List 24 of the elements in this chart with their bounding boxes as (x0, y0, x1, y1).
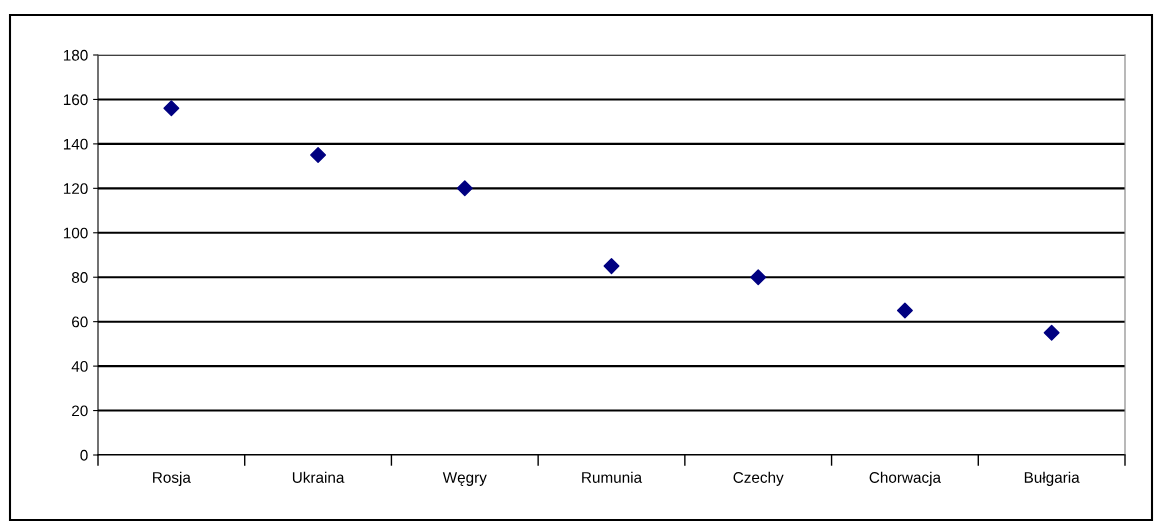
y-tick-label: 120 (63, 183, 88, 195)
point (603, 258, 620, 275)
point (1043, 324, 1060, 341)
y-tick-label: 20 (72, 405, 88, 417)
x-tick-label: Rosja (153, 471, 191, 486)
point (163, 100, 180, 117)
y-tick-label: 160 (63, 94, 88, 106)
y-tick-label: 80 (71, 272, 88, 283)
x-tick-label: Ukraina (292, 471, 345, 483)
x-tick-label: Węgry (442, 472, 487, 486)
x-tick-label: Bułgaria (1024, 471, 1080, 486)
x-tick-label: Rumunia (582, 471, 643, 483)
x-tick-label: Chorwacja (869, 471, 942, 486)
y-tick-label: 100 (63, 227, 88, 239)
y-tick-label: 140 (63, 138, 88, 150)
point (310, 147, 327, 163)
y-tick-label: 40 (71, 360, 88, 372)
y-tick-label: 0 (80, 449, 88, 461)
point (456, 180, 473, 197)
x-tick-label: Czechy (733, 471, 784, 486)
y-tick-label: 60 (72, 316, 88, 328)
y-tick-label: 180 (63, 49, 88, 61)
point (896, 302, 913, 319)
point (750, 269, 767, 286)
